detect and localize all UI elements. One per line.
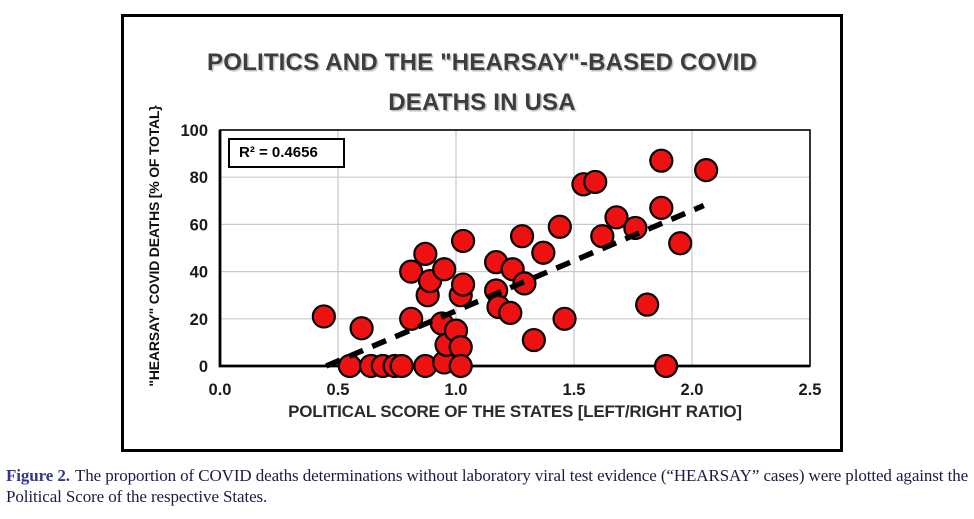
data-point	[311, 304, 336, 329]
y-axis-title: "HEARSAY" COVID DEATHS [% OF TOTAL}	[146, 105, 162, 387]
data-point	[635, 292, 660, 317]
x-tick-label: 0.5	[327, 381, 350, 399]
y-tick-label: 40	[190, 264, 208, 282]
data-point	[623, 215, 648, 241]
figure-caption-text: The proportion of COVID deaths determina…	[6, 466, 969, 506]
y-tick-label: 20	[190, 311, 208, 329]
chart-title-line2: DEATHS IN USA	[388, 89, 576, 116]
data-point	[349, 316, 374, 341]
data-point	[399, 306, 424, 331]
data-point	[521, 327, 546, 353]
x-tick-label: 1.0	[445, 381, 468, 399]
x-axis-title: POLITICAL SCORE OF THE STATES [LEFT/RIGH…	[288, 402, 742, 421]
data-point	[552, 306, 577, 331]
data-point	[450, 228, 476, 254]
scatter-plot: 0.0 0.5 1.0 1.5 2.0 2.5 0 20 40 60 80 100	[180, 122, 822, 399]
figure-caption-label: Figure 2.	[6, 466, 70, 485]
data-point	[399, 259, 424, 284]
chart-title: POLITICS AND THE "HEARSAY"-BASED COVID D…	[124, 43, 840, 123]
data-point	[604, 205, 629, 230]
x-tick-label: 2.0	[681, 381, 704, 399]
data-point	[450, 272, 476, 297]
data-point	[509, 224, 535, 249]
chart-title-line1: POLITICS AND THE "HEARSAY"-BASED COVID	[207, 49, 757, 76]
data-point	[448, 353, 473, 379]
y-tick-label: 0	[199, 358, 208, 376]
data-point	[649, 195, 674, 220]
data-point	[413, 241, 438, 266]
x-tick-label: 1.5	[563, 381, 586, 399]
x-tick-label: 0.0	[209, 381, 232, 399]
data-point	[583, 169, 608, 195]
data-point	[389, 353, 414, 379]
y-tick-label: 80	[190, 169, 208, 187]
data-point	[337, 353, 362, 379]
data-point	[531, 240, 556, 265]
trend-line	[325, 202, 705, 369]
data-point	[498, 300, 523, 325]
figure-frame: 0.0 0.5 1.0 1.5 2.0 2.5 0 20 40 60 80 100 POLITICS …	[121, 14, 843, 452]
data-point	[694, 158, 719, 183]
y-tick-label: 100	[180, 122, 208, 140]
y-tick-label: 60	[190, 216, 208, 234]
data-point	[653, 353, 679, 379]
data-point	[649, 148, 674, 173]
data-point	[432, 257, 457, 282]
r-squared-annotation: R² = 0.4656	[228, 138, 345, 168]
data-point	[547, 214, 572, 239]
data-point	[668, 231, 693, 256]
x-tick-label: 2.5	[799, 381, 822, 399]
figure-caption: Figure 2. The proportion of COVID deaths …	[6, 465, 969, 507]
axis-lines	[218, 130, 810, 368]
